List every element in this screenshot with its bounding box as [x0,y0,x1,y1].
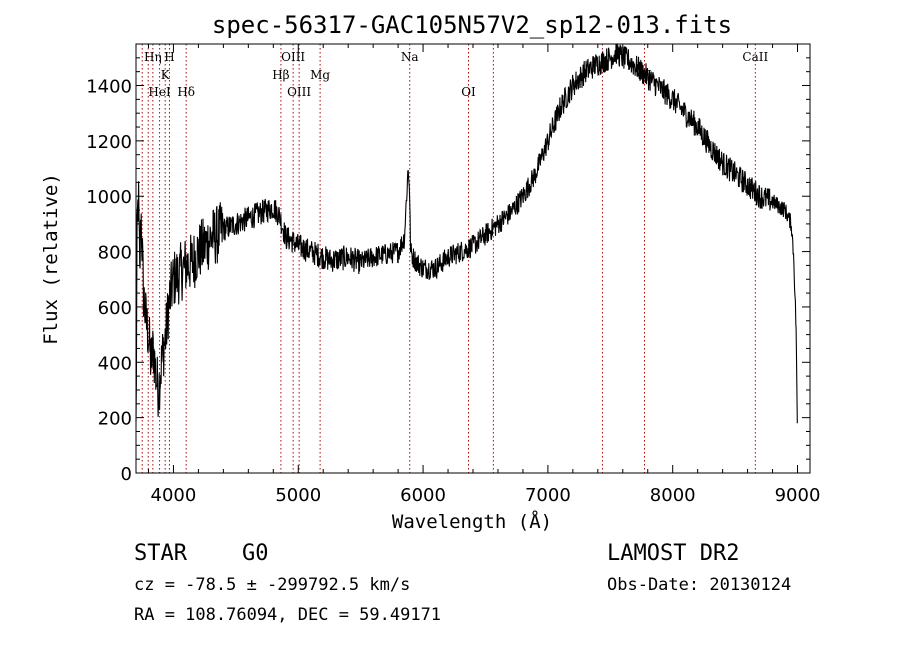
spectral-line-label: K [161,68,171,82]
y-axis-ticks: 0 200 400 600 800 1000 1200 1400 [86,43,810,485]
x-tick-label: 9000 [775,485,821,506]
spectral-line-label: H [164,50,174,64]
coordinates: RA = 108.76094, DEC = 59.49171 [134,605,441,625]
redshift-cz: cz = -78.5 ± -299792.5 km/s [134,575,410,595]
y-tick-label: 600 [98,298,132,319]
x-tick-label: 6000 [400,485,446,506]
x-tick-label: 7000 [525,485,571,506]
y-tick-label: 800 [98,243,132,264]
x-tick-label: 4000 [151,485,197,506]
y-tick-label: 1400 [86,77,132,98]
y-tick-label: 1000 [86,187,132,208]
y-tick-label: 200 [98,409,132,430]
spectral-line-label: OIII [281,50,305,64]
spectral-line-label: OI [637,68,652,82]
spectral-line-label: Mg [310,68,330,82]
spectral-line-label: OI [461,85,476,99]
spectral-line-label: OIII [287,85,311,99]
spectral-line-labels: Hη HK HeI Hδ OIII Hβ Mg OIII Na OI OI CaII [144,50,768,99]
x-axis-label: Wavelength (Å) [392,510,552,533]
y-tick-label: 1200 [86,132,132,153]
spectral-line-label: Na [401,50,419,64]
survey-name: LAMOST DR2 [607,541,739,566]
chart-title: spec-56317-GAC105N57V2_sp12-013.fits [212,11,732,39]
observation-date: Obs-Date: 20130124 [607,575,791,595]
x-tick-label: 5000 [275,485,321,506]
x-tick-label: 8000 [650,485,696,506]
spectral-line-label: Hη [144,50,162,64]
y-axis-label: Flux (relative) [40,173,62,345]
spectral-line-label: HeI [148,85,171,99]
object-subclass: G0 [242,541,269,566]
y-tick-label: 400 [98,353,132,374]
spectral-line-label: Hδ [177,85,195,99]
object-type: STAR [134,541,188,566]
plot-frame [135,43,811,474]
spectral-line-label: Hβ [272,68,289,82]
spectrum-line [135,43,798,424]
spectral-line-label: CaII [742,50,768,64]
x-axis-ticks: 4000 5000 6000 7000 8000 9000 [147,44,821,506]
y-tick-label: 0 [121,464,132,485]
